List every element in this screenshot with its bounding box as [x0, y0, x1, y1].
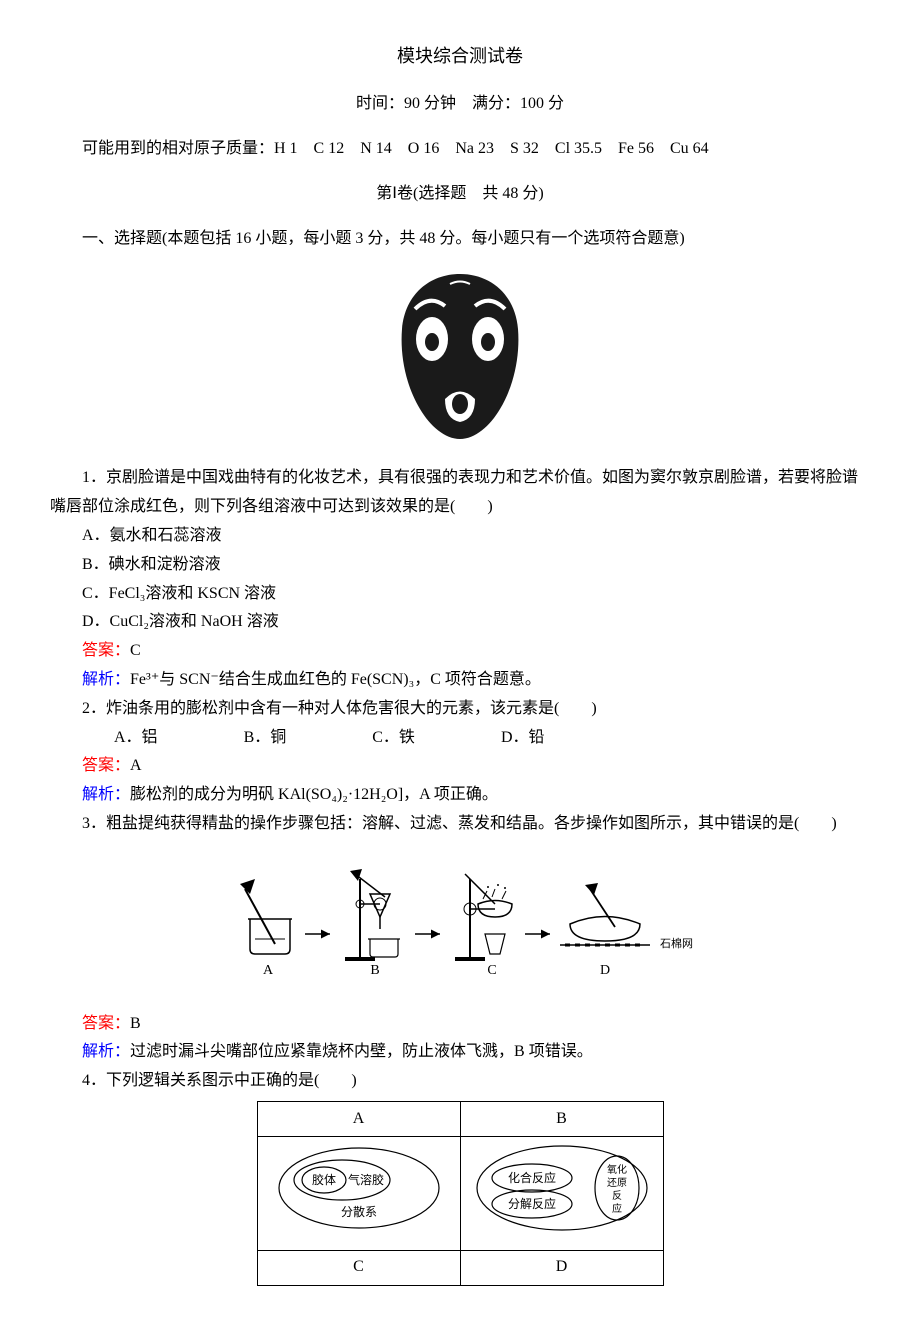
q3-figure: A B C 石棉网 D: [50, 849, 870, 1000]
analysis-text: 膨松剂的成分为明矾 KAl(SO₄)₂·12H₂O]，A 项正确。: [130, 786, 498, 803]
analysis-text: 过滤时漏斗尖嘴部位应紧靠烧杯内壁，防止液体飞溅，B 项错误。: [130, 1043, 593, 1060]
q1-option-c: C．FeCl₃溶液和 KSCN 溶液: [50, 580, 870, 609]
svg-text:应: 应: [612, 1202, 622, 1215]
page-title: 模块综合测试卷: [50, 40, 870, 72]
analysis-label: 解析：: [82, 671, 130, 688]
q2-options: A．铝 B．铜 C．铁 D．铅: [50, 724, 870, 753]
q2-answer: 答案：A: [50, 752, 870, 781]
q1-analysis: 解析：Fe³⁺与 SCN⁻结合生成血红色的 Fe(SCN)₃，C 项符合题意。: [50, 666, 870, 695]
step-c-icon: C: [455, 874, 512, 978]
q4-header-b: B: [460, 1101, 663, 1136]
step-a-icon: A: [240, 879, 292, 978]
q4-header-a: A: [257, 1101, 460, 1136]
q2-analysis: 解析：膨松剂的成分为明矾 KAl(SO₄)₂·12H₂O]，A 项正确。: [50, 781, 870, 810]
q1-answer: 答案：C: [50, 637, 870, 666]
svg-text:还原: 还原: [607, 1177, 627, 1189]
q4-cell-b: 化合反应 分解反应 氧化 还原 反 应: [460, 1136, 663, 1250]
label-d: D: [600, 963, 610, 978]
analysis-label: 解析：: [82, 786, 130, 803]
svg-text:化合反应: 化合反应: [507, 1170, 555, 1185]
answer-value: C: [130, 642, 141, 659]
header-time: 时间：90 分钟 满分：100 分: [50, 90, 870, 119]
q4-stem: 4．下列逻辑关系图示中正确的是( ): [50, 1067, 870, 1096]
q2-stem: 2．炸油条用的膨松剂中含有一种对人体危害很大的元素，该元素是( ): [50, 695, 870, 724]
venn-a-icon: 胶体 气溶胶 分散系: [264, 1138, 454, 1238]
step-d-icon: 石棉网 D: [560, 883, 693, 978]
answer-value: B: [130, 1015, 141, 1032]
q1-option-a: A．氨水和石蕊溶液: [50, 522, 870, 551]
q2-option-d: D．铅: [469, 724, 545, 753]
analysis-text: Fe³⁺与 SCN⁻结合生成血红色的 Fe(SCN)₃，C 项符合题意。: [130, 671, 541, 688]
q2-option-b: B．铜: [212, 724, 287, 753]
svg-text:气溶胶: 气溶胶: [347, 1172, 383, 1187]
step-b-icon: B: [345, 869, 400, 978]
label-a: A: [263, 963, 274, 978]
svg-text:胶体: 胶体: [311, 1172, 335, 1187]
answer-label: 答案：: [82, 1015, 130, 1032]
instructions: 一、选择题(本题包括 16 小题，每小题 3 分，共 48 分。每小题只有一个选…: [50, 225, 870, 254]
section-1-header: 第Ⅰ卷(选择题 共 48 分): [50, 180, 870, 209]
q4-header-d: D: [460, 1250, 663, 1285]
label-b: B: [370, 963, 379, 978]
q1-option-b: B．碘水和淀粉溶液: [50, 551, 870, 580]
q3-stem: 3．粗盐提纯获得精盐的操作步骤包括：溶解、过滤、蒸发和结晶。各步操作如图所示，其…: [50, 810, 870, 839]
answer-label: 答案：: [82, 757, 130, 774]
analysis-label: 解析：: [82, 1043, 130, 1060]
mask-figure: [50, 264, 870, 455]
label-c: C: [487, 963, 496, 978]
answer-label: 答案：: [82, 642, 130, 659]
q4-table: A B 胶体 气溶胶 分散系 化合反应 分解反应 氧化 还原: [257, 1101, 664, 1286]
experiment-steps-icon: A B C 石棉网 D: [220, 849, 700, 989]
q1-stem: 1．京剧脸谱是中国戏曲特有的化妆艺术，具有很强的表现力和艺术价值。如图为窦尔敦京…: [50, 464, 870, 522]
q2-option-c: C．铁: [340, 724, 415, 753]
answer-value: A: [130, 757, 142, 774]
svg-text:氧化: 氧化: [607, 1163, 627, 1176]
q4-cell-a: 胶体 气溶胶 分散系: [257, 1136, 460, 1250]
q3-analysis: 解析：过滤时漏斗尖嘴部位应紧靠烧杯内壁，防止液体飞溅，B 项错误。: [50, 1038, 870, 1067]
q3-answer: 答案：B: [50, 1010, 870, 1039]
q2-option-a: A．铝: [82, 724, 158, 753]
q4-header-c: C: [257, 1250, 460, 1285]
svg-text:分解反应: 分解反应: [507, 1196, 555, 1211]
svg-text:反: 反: [612, 1190, 622, 1202]
label-d-text: 石棉网: [660, 936, 693, 950]
opera-mask-icon: [380, 264, 540, 444]
atomic-mass: 可能用到的相对原子质量：H 1 C 12 N 14 O 16 Na 23 S 3…: [50, 135, 870, 164]
q1-option-d: D．CuCl₂溶液和 NaOH 溶液: [50, 608, 870, 637]
venn-b-icon: 化合反应 分解反应 氧化 还原 反 应: [467, 1138, 657, 1238]
svg-text:分散系: 分散系: [340, 1204, 376, 1219]
